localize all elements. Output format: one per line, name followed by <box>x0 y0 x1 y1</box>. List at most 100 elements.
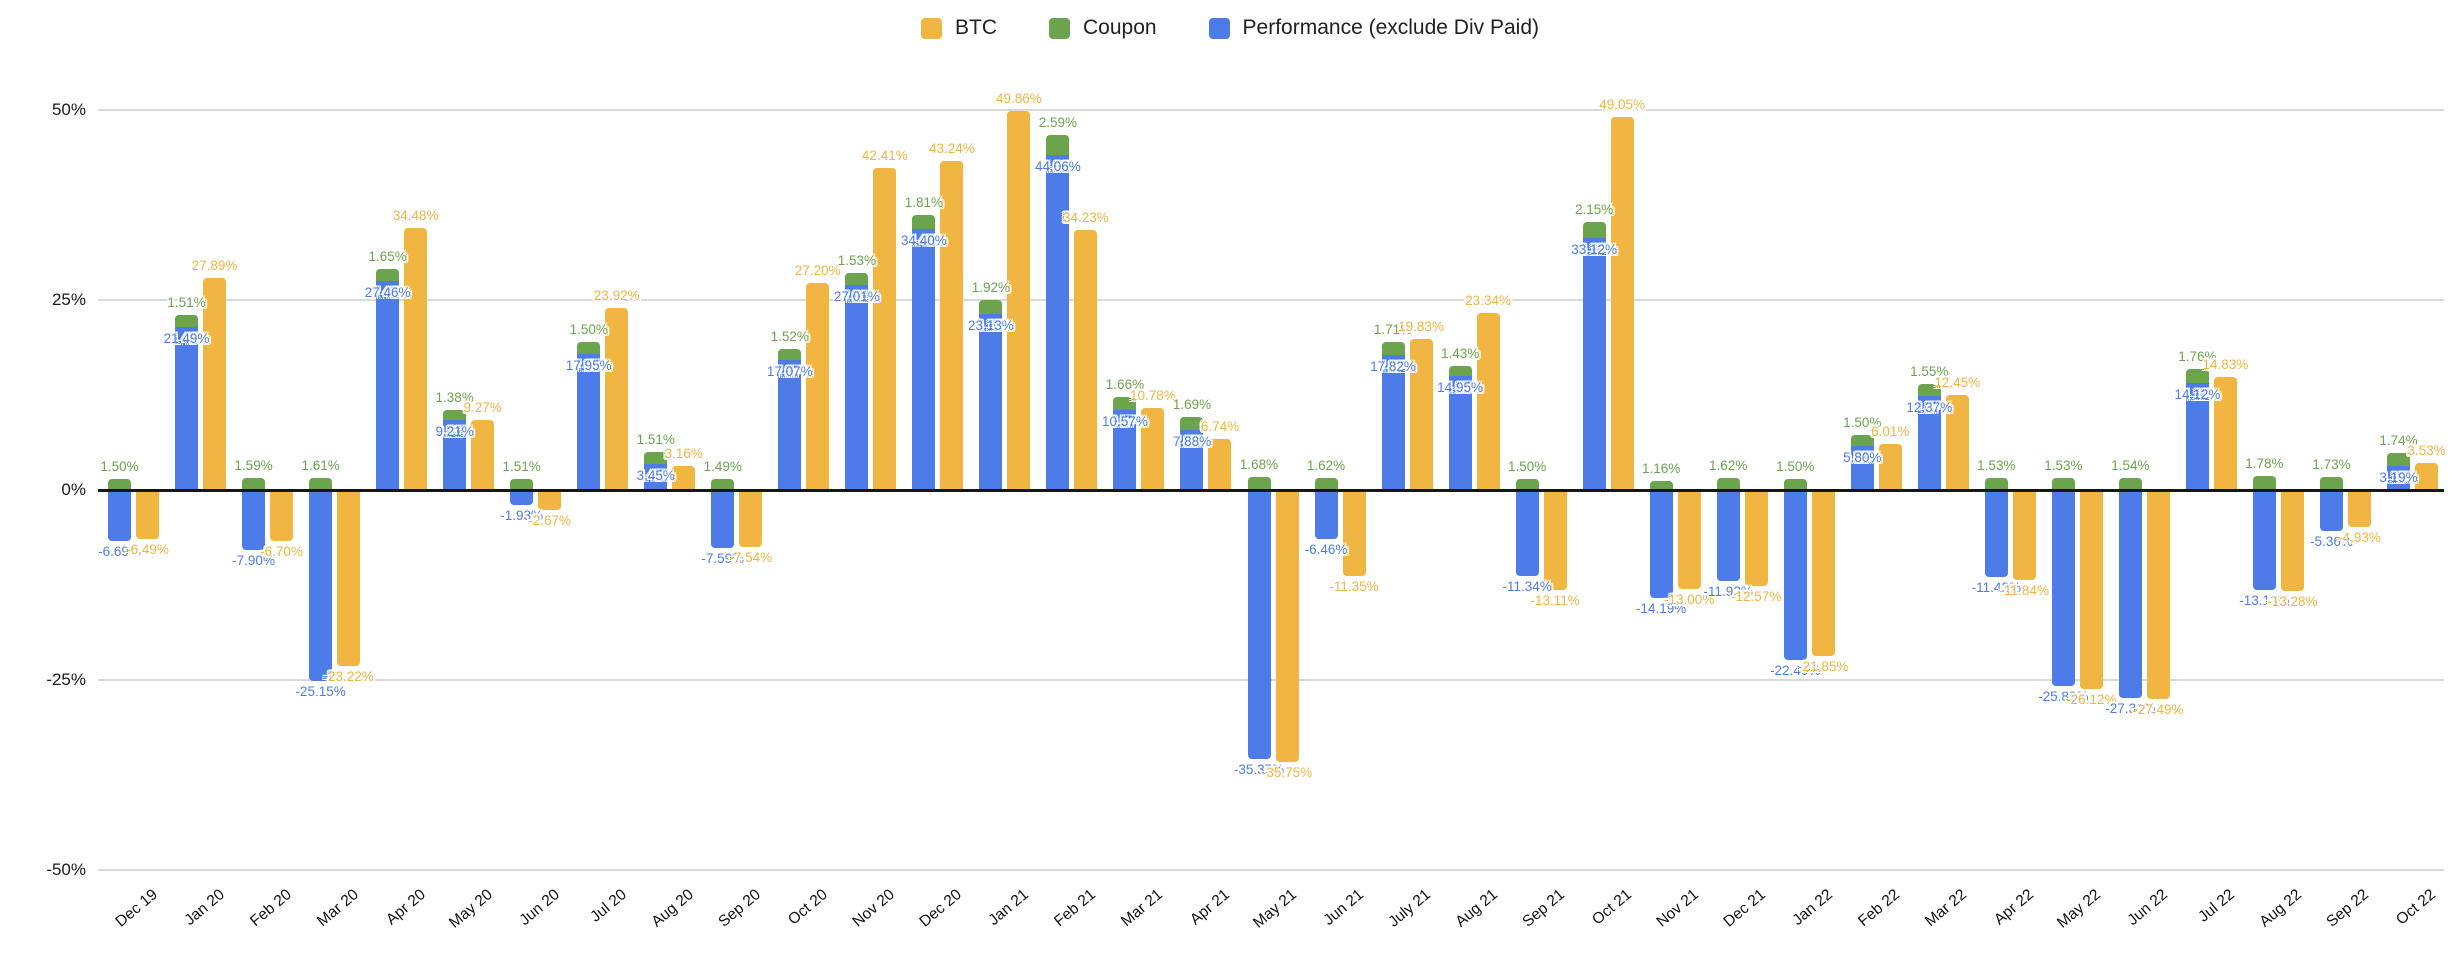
btc-bar[interactable] <box>605 308 629 490</box>
btc-bar[interactable] <box>1275 490 1299 762</box>
btc-bar[interactable] <box>1610 117 1634 490</box>
coupon-segment[interactable] <box>1783 478 1807 490</box>
performance-bar[interactable] <box>1247 490 1271 759</box>
coupon-segment[interactable] <box>979 299 1003 315</box>
coupon-segment[interactable] <box>1448 365 1472 377</box>
coupon-segment[interactable] <box>510 478 534 490</box>
coupon-segment[interactable] <box>1180 417 1204 431</box>
btc-bar[interactable] <box>270 490 294 541</box>
performance-bar[interactable] <box>1984 490 2008 577</box>
performance-bar[interactable] <box>108 490 131 541</box>
coupon-segment[interactable] <box>2319 476 2343 490</box>
coupon-segment[interactable] <box>1984 478 2008 490</box>
btc-bar[interactable] <box>1543 490 1567 590</box>
coupon-segment[interactable] <box>1582 221 1606 239</box>
coupon-segment[interactable] <box>1046 135 1070 156</box>
coupon-segment[interactable] <box>108 478 131 490</box>
btc-bar[interactable] <box>1409 339 1433 490</box>
performance-bar[interactable] <box>1113 409 1137 490</box>
coupon-segment[interactable] <box>711 478 735 490</box>
coupon-segment[interactable] <box>2386 452 2410 466</box>
performance-bar[interactable] <box>376 281 400 490</box>
btc-bar[interactable] <box>2213 377 2237 490</box>
coupon-segment[interactable] <box>912 214 936 229</box>
performance-bar[interactable] <box>1448 376 1472 490</box>
coupon-segment[interactable] <box>577 342 601 354</box>
coupon-segment[interactable] <box>1515 478 1539 490</box>
coupon-segment[interactable] <box>1381 341 1405 355</box>
performance-bar[interactable] <box>2185 382 2209 490</box>
performance-bar[interactable] <box>1783 490 1807 661</box>
coupon-segment[interactable] <box>309 477 333 490</box>
coupon-segment[interactable] <box>644 452 668 464</box>
coupon-segment[interactable] <box>1850 434 1874 446</box>
btc-bar[interactable] <box>471 419 495 490</box>
legend-item-btc[interactable]: BTC <box>920 16 997 40</box>
performance-bar[interactable] <box>912 228 936 490</box>
coupon-segment[interactable] <box>1716 477 1740 490</box>
coupon-segment[interactable] <box>242 477 266 490</box>
performance-bar[interactable] <box>510 490 534 505</box>
btc-bar[interactable] <box>1476 312 1500 490</box>
coupon-segment[interactable] <box>443 409 467 420</box>
btc-bar[interactable] <box>1677 490 1701 589</box>
performance-bar[interactable] <box>1716 490 1740 581</box>
btc-bar[interactable] <box>2079 490 2103 689</box>
btc-bar[interactable] <box>2347 490 2371 528</box>
performance-bar[interactable] <box>443 420 467 490</box>
btc-bar[interactable] <box>404 227 428 490</box>
btc-bar[interactable] <box>1007 111 1031 490</box>
legend-item-coupon[interactable]: Coupon <box>1048 16 1157 40</box>
btc-bar[interactable] <box>739 490 763 548</box>
btc-bar[interactable] <box>672 465 696 490</box>
performance-bar[interactable] <box>1582 238 1606 490</box>
performance-bar[interactable] <box>2386 465 2410 490</box>
performance-bar[interactable] <box>577 353 601 490</box>
performance-bar[interactable] <box>1314 490 1338 540</box>
btc-bar[interactable] <box>1744 490 1768 586</box>
performance-bar[interactable] <box>1515 490 1539 577</box>
coupon-segment[interactable] <box>845 273 869 285</box>
performance-bar[interactable] <box>711 490 735 548</box>
btc-bar[interactable] <box>2280 490 2304 591</box>
btc-bar[interactable] <box>940 161 964 490</box>
coupon-segment[interactable] <box>1247 477 1271 490</box>
coupon-segment[interactable] <box>2051 478 2075 490</box>
btc-bar[interactable] <box>806 283 830 490</box>
btc-bar[interactable] <box>2146 490 2170 699</box>
performance-bar[interactable] <box>1180 430 1204 490</box>
coupon-segment[interactable] <box>2185 369 2209 383</box>
performance-bar[interactable] <box>1649 490 1673 598</box>
performance-bar[interactable] <box>2118 490 2142 699</box>
legend-item-performance[interactable]: Performance (exclude Div Paid) <box>1208 16 1539 40</box>
performance-bar[interactable] <box>242 490 266 551</box>
coupon-segment[interactable] <box>2252 476 2276 490</box>
btc-bar[interactable] <box>1141 408 1165 490</box>
btc-bar[interactable] <box>136 490 159 540</box>
performance-bar[interactable] <box>644 463 668 490</box>
performance-bar[interactable] <box>2252 490 2276 590</box>
btc-bar[interactable] <box>1811 490 1835 657</box>
btc-bar[interactable] <box>1342 490 1366 577</box>
btc-bar[interactable] <box>538 490 562 511</box>
performance-bar[interactable] <box>1046 155 1070 490</box>
performance-bar[interactable] <box>2051 490 2075 687</box>
performance-bar[interactable] <box>1850 445 1874 490</box>
coupon-segment[interactable] <box>1314 477 1338 490</box>
btc-bar[interactable] <box>1074 229 1098 490</box>
btc-bar[interactable] <box>1945 395 1969 490</box>
btc-bar[interactable] <box>1878 444 1902 490</box>
btc-bar[interactable] <box>873 167 897 490</box>
coupon-segment[interactable] <box>1917 384 1941 396</box>
performance-bar[interactable] <box>1917 395 1941 490</box>
performance-bar[interactable] <box>1381 354 1405 490</box>
coupon-segment[interactable] <box>175 315 199 327</box>
performance-bar[interactable] <box>2319 490 2343 531</box>
coupon-segment[interactable] <box>2118 478 2142 490</box>
performance-bar[interactable] <box>979 314 1003 490</box>
btc-bar[interactable] <box>1208 438 1232 490</box>
btc-bar[interactable] <box>2012 490 2036 580</box>
btc-bar[interactable] <box>2414 463 2438 490</box>
performance-bar[interactable] <box>778 360 802 490</box>
coupon-segment[interactable] <box>778 348 802 361</box>
